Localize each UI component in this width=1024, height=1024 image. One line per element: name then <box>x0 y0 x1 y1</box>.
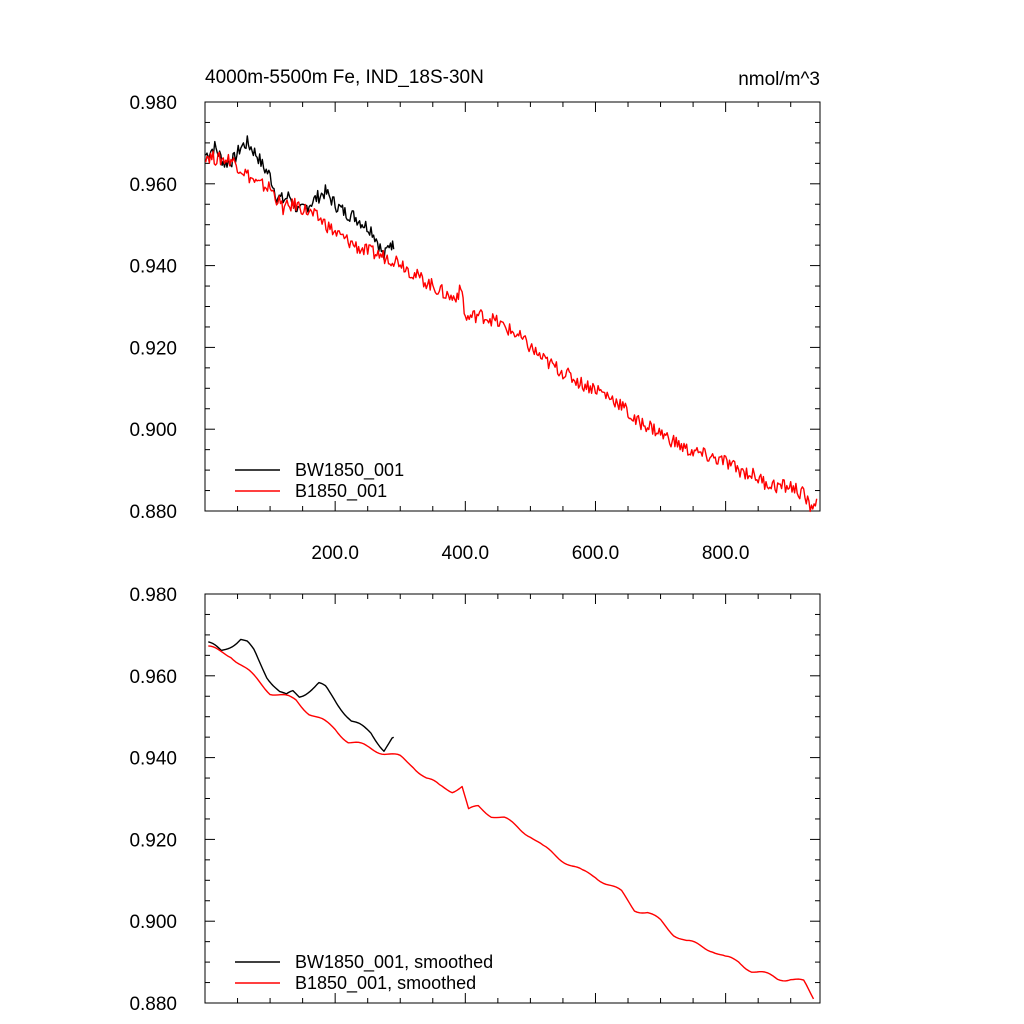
series-line <box>205 150 818 513</box>
plot-frame <box>204 101 821 512</box>
y-tick-label: 0.880 <box>129 502 177 523</box>
y-tick-label: 0.940 <box>129 257 177 278</box>
y-tick-label: 0.960 <box>129 175 177 196</box>
y-tick-label: 0.920 <box>129 830 177 851</box>
y-tick-label: 0.940 <box>129 749 177 770</box>
units-label: nmol/m^3 <box>738 69 820 90</box>
top-panel: 0.880 0.900 0.920 0.940 0.960 0.980 200.0 400.0… <box>129 67 821 564</box>
bottom-panel: 0.880 0.900 0.920 0.940 0.960 0.980 BW1850_001… <box>129 585 821 1015</box>
chart-title: 4000m-5500m Fe, IND_18S-30N <box>205 67 484 88</box>
y-tick-label: 0.880 <box>129 994 177 1015</box>
y-tick-label: 0.980 <box>129 93 177 114</box>
legend-label: BW1850_001 <box>295 460 404 481</box>
legend-label: B1850_001, smoothed <box>295 973 476 994</box>
plot-frame <box>204 593 821 1004</box>
x-tick-label: 400.0 <box>442 543 490 564</box>
y-tick-label: 0.920 <box>129 338 177 359</box>
x-tick-label: 600.0 <box>572 543 620 564</box>
x-tick-label: 200.0 <box>311 543 359 564</box>
legend-label: BW1850_001, smoothed <box>295 952 493 973</box>
series-line <box>208 645 815 1000</box>
y-tick-label: 0.960 <box>129 667 177 688</box>
y-tick-label: 0.980 <box>129 585 177 606</box>
legend-label: B1850_001 <box>295 481 387 502</box>
series-line <box>208 638 395 752</box>
y-tick-label: 0.900 <box>129 420 177 441</box>
y-tick-label: 0.900 <box>129 912 177 933</box>
x-tick-label: 800.0 <box>702 543 750 564</box>
series-line <box>205 135 395 261</box>
